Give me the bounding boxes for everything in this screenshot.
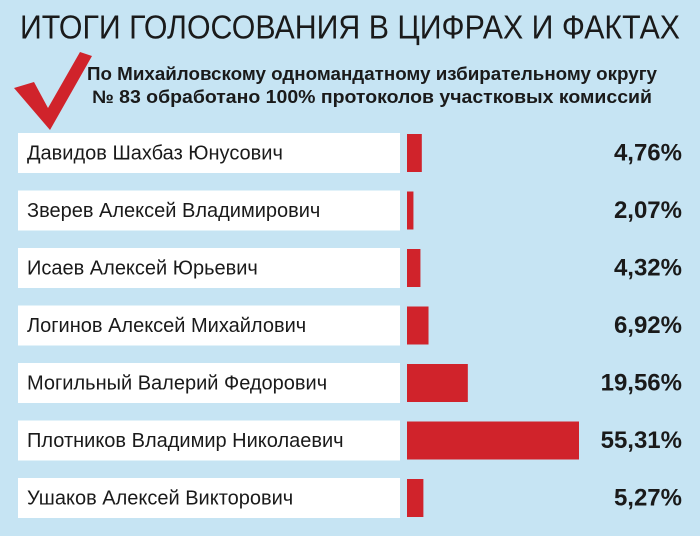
category-label: Плотников Владимир Николаевич bbox=[27, 430, 344, 452]
value-label: 5,27% bbox=[614, 484, 682, 511]
category-label: Исаев Алексей Юрьевич bbox=[27, 257, 258, 279]
value-label: 55,31% bbox=[601, 427, 682, 454]
bar bbox=[407, 249, 421, 287]
label-box bbox=[18, 190, 400, 231]
category-label: Могильный Валерий Федорович bbox=[27, 372, 327, 394]
value-label: 4,76% bbox=[614, 139, 682, 166]
value-label: 19,56% bbox=[601, 369, 682, 396]
bar bbox=[407, 479, 424, 517]
label-box bbox=[18, 478, 400, 518]
bar bbox=[407, 306, 429, 345]
label-box bbox=[18, 248, 400, 288]
label-box bbox=[18, 305, 400, 346]
check-icon bbox=[14, 52, 92, 130]
label-box bbox=[18, 420, 400, 461]
category-label: Логинов Алексей Михайлович bbox=[27, 315, 306, 337]
bar bbox=[407, 134, 422, 172]
label-box bbox=[18, 363, 400, 403]
label-box bbox=[18, 133, 400, 173]
bar bbox=[407, 191, 414, 230]
category-label: Ушаков Алексей Викторович bbox=[27, 487, 293, 509]
bar bbox=[407, 364, 468, 402]
subtitle: № 83 обработано 100% протоколов участков… bbox=[92, 87, 652, 107]
bar bbox=[407, 421, 579, 460]
subtitle: По Михайловскому одномандатному избирате… bbox=[87, 64, 657, 84]
value-label: 2,07% bbox=[614, 197, 682, 224]
value-label: 6,92% bbox=[614, 312, 682, 339]
value-label: 4,32% bbox=[614, 254, 682, 281]
category-label: Зверев Алексей Владимирович bbox=[27, 200, 320, 222]
category-label: Давидов Шахбаз Юнусович bbox=[27, 142, 283, 164]
chart-title: ИТОГИ ГОЛОСОВАНИЯ В ЦИФРАХ И ФАКТАХ bbox=[20, 9, 680, 46]
